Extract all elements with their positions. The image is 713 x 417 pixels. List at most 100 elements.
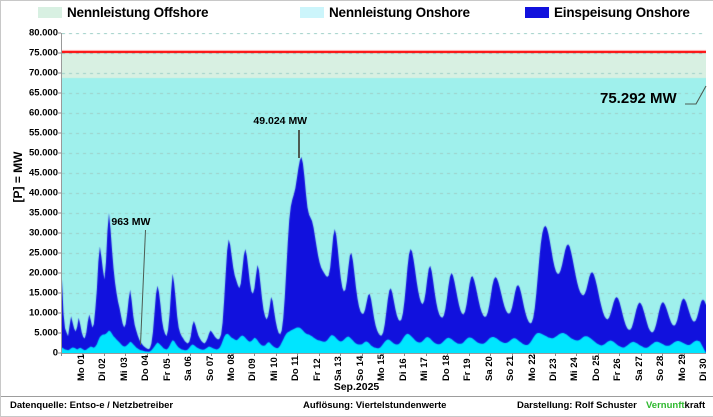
legend-swatch-einspeisung-onshore (525, 7, 549, 18)
x-tick-label: Mi 10 (268, 357, 280, 381)
legend-label-einspeisung-onshore: Einspeisung Onshore (554, 5, 690, 20)
legend-label-nennleistung-onshore: Nennleistung Onshore (329, 5, 470, 20)
x-tick-mark (61, 353, 62, 356)
x-tick-mark (168, 353, 170, 356)
x-tick-label: Mi 24 (569, 357, 581, 381)
x-tick-label: Mi 03 (118, 357, 130, 381)
y-tick-mark (57, 92, 61, 94)
x-tick-mark (597, 353, 599, 356)
x-tick-mark (511, 353, 513, 356)
y-tick-mark (57, 32, 61, 34)
x-tick-label: Do 11 (290, 355, 302, 381)
y-tick-label: 75.000 (28, 47, 58, 59)
x-tick-label: Mo 29 (676, 354, 688, 381)
chart-footer: Datenquelle: Entso-e / Netzbetreiber Auf… (0, 396, 713, 417)
x-tick-mark (425, 353, 427, 356)
legend-swatch-nennleistung-offshore (38, 7, 62, 18)
legend-item-nennleistung-onshore: Nennleistung Onshore (300, 5, 470, 20)
y-tick-label: 35.000 (28, 207, 58, 219)
y-tick-mark (57, 332, 61, 334)
x-tick-label: Sa 27 (633, 356, 645, 381)
x-tick-mark (103, 353, 105, 356)
y-tick-label: 10.000 (28, 307, 58, 319)
x-tick-label: Mo 22 (526, 354, 538, 381)
x-tick-label: So 14 (354, 355, 366, 381)
x-tick-label: Do 04 (140, 355, 152, 381)
x-tick-label: Di 09 (247, 358, 259, 381)
y-tick-mark (57, 52, 61, 54)
y-tick-label: 55.000 (28, 127, 58, 139)
x-tick-mark (404, 353, 406, 356)
x-tick-mark (297, 353, 299, 356)
x-tick-mark (662, 353, 664, 356)
max-annotation-leader (298, 130, 300, 158)
y-tick-label: 5.000 (34, 327, 58, 339)
y-tick-label: 60.000 (28, 107, 58, 119)
y-tick-label: 15.000 (28, 287, 58, 299)
x-tick-label: Di 30 (698, 358, 710, 381)
y-tick-mark (57, 312, 61, 314)
x-tick-mark (211, 353, 213, 356)
x-tick-mark (318, 353, 320, 356)
y-tick-mark (57, 252, 61, 254)
y-tick-label: 25.000 (28, 247, 58, 259)
y-axis-ticks: 80.000 75.000 70.000 65.000 60.000 55.000 50.0… (0, 0, 61, 416)
x-tick-label: Sa 13 (333, 356, 345, 381)
capacity-annotation-leader (685, 85, 707, 105)
x-tick-mark (146, 353, 148, 356)
y-tick-mark (57, 192, 61, 194)
footer-author: Darstellung: Rolf Schuster (517, 400, 637, 411)
x-tick-label: Di 16 (397, 358, 409, 381)
footer-source: Datenquelle: Entso-e / Netzbetreiber (10, 400, 174, 411)
x-tick-label: Do 25 (590, 355, 602, 381)
x-tick-mark (533, 353, 535, 356)
legend-item-einspeisung-onshore: Einspeisung Onshore (525, 5, 690, 20)
min-annotation-label: 963 MW (111, 216, 151, 228)
x-tick-label: Fr 12 (311, 358, 323, 381)
x-tick-mark (82, 353, 84, 356)
legend-item-nennleistung-offshore: Nennleistung Offshore (38, 5, 209, 20)
legend-label-nennleistung-offshore: Nennleistung Offshore (67, 5, 209, 20)
x-tick-mark (361, 353, 363, 356)
y-tick-label: 80.000 (28, 27, 58, 39)
y-tick-label: 65.000 (28, 87, 58, 99)
footer-brand-green: Vernunft (646, 400, 685, 411)
footer-brand-black: kraft (684, 400, 706, 411)
y-tick-mark (57, 212, 61, 214)
y-tick-mark (57, 132, 61, 134)
y-tick-mark (57, 172, 61, 174)
chart-legend: Nennleistung Offshore Nennleistung Onsho… (0, 2, 713, 26)
x-tick-mark (683, 353, 685, 356)
x-tick-label: So 28 (655, 355, 667, 381)
x-tick-label: So 07 (204, 355, 216, 381)
y-tick-mark (57, 72, 61, 74)
footer-resolution: Auflösung: Viertelstundenwerte (303, 400, 447, 411)
y-tick-label: 50.000 (28, 147, 58, 159)
x-tick-label: Fr 19 (462, 358, 474, 381)
x-tick-label: Mo 08 (226, 354, 237, 381)
x-tick-label: Di 23 (548, 358, 559, 381)
x-tick-mark (125, 353, 127, 356)
x-axis-title: Sep.2025 (333, 381, 380, 393)
x-tick-label: Do 18 (440, 355, 452, 381)
x-tick-mark (340, 353, 342, 356)
x-tick-label: Sa 20 (483, 356, 495, 381)
chart-canvas (62, 33, 706, 353)
x-tick-mark (189, 353, 191, 356)
x-tick-mark (619, 353, 621, 356)
y-tick-mark (57, 112, 61, 114)
x-tick-mark (275, 353, 277, 356)
x-tick-label: Fr 26 (612, 358, 624, 381)
x-tick-label: Fr 05 (161, 358, 173, 381)
x-tick-label: Di 02 (97, 358, 109, 381)
y-tick-label: 0 (52, 347, 58, 359)
y-tick-label: 30.000 (28, 227, 58, 239)
x-tick-mark (554, 353, 556, 356)
x-axis-ticks: Mo 01 Di 02 Mi 03 Do 04 Fr 05 Sa 06 So 07 Mo 08… (0, 353, 713, 383)
y-tick-mark (57, 232, 61, 234)
x-tick-mark (576, 353, 578, 356)
y-tick-label: 45.000 (28, 167, 58, 179)
x-tick-mark (447, 353, 449, 356)
x-tick-mark (468, 353, 470, 356)
